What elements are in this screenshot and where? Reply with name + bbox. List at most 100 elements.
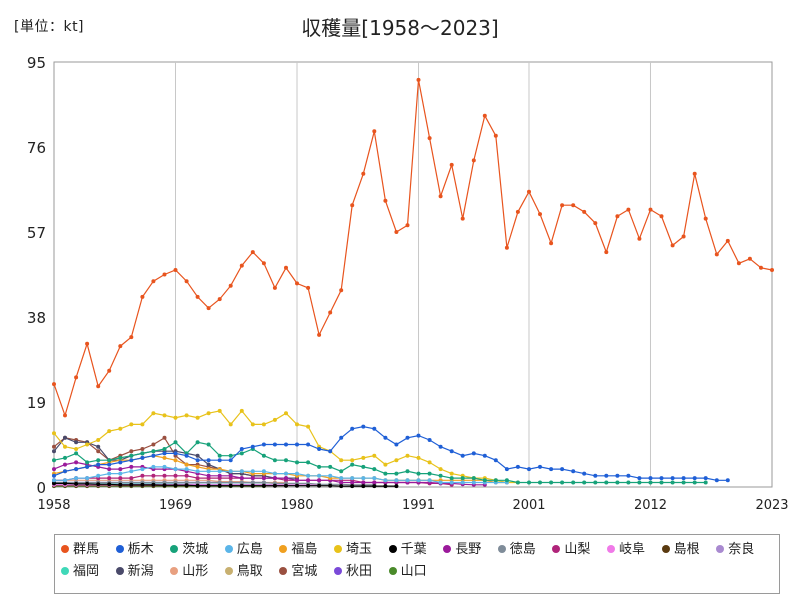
data-point-栃木 — [306, 442, 311, 447]
data-point-千葉 — [306, 483, 311, 488]
y-tick-label: 19 — [27, 394, 46, 412]
data-point-千葉 — [383, 484, 388, 489]
legend-label: 福岡 — [73, 564, 100, 579]
data-point-茨城 — [527, 480, 531, 485]
data-point-長野 — [228, 473, 233, 478]
data-point-広島 — [405, 478, 410, 483]
data-point-広島 — [438, 480, 443, 485]
legend-item-長野: 長野 — [443, 542, 481, 558]
data-point-千葉 — [217, 483, 222, 488]
legend-marker — [497, 545, 506, 553]
data-point-埼玉 — [295, 422, 299, 427]
legend-label: 茨城 — [182, 542, 209, 557]
data-point-茨城 — [195, 440, 200, 445]
legend-label: 島根 — [673, 542, 700, 557]
data-point-茨城 — [306, 460, 311, 465]
data-point-群馬 — [736, 261, 741, 266]
data-point-埼玉 — [250, 422, 255, 427]
data-point-栃木 — [372, 426, 377, 431]
legend-item-千葉: 千葉 — [388, 542, 427, 558]
data-point-埼玉 — [361, 455, 366, 460]
data-point-埼玉 — [427, 460, 432, 465]
data-point-茨城 — [703, 480, 708, 485]
data-point-群馬 — [372, 129, 377, 134]
data-point-茨城 — [239, 451, 244, 456]
data-point-埼玉 — [339, 458, 344, 463]
data-point-群馬 — [250, 250, 255, 255]
legend-item-栃木: 栃木 — [115, 542, 154, 558]
data-point-栃木 — [670, 476, 675, 481]
data-point-宮城 — [52, 444, 56, 449]
data-point-広島 — [140, 467, 145, 472]
data-point-栃木 — [692, 476, 697, 481]
legend-item-茨城: 茨城 — [170, 542, 208, 558]
data-point-群馬 — [63, 413, 67, 418]
legend-label: 山口 — [400, 564, 427, 579]
data-point-群馬 — [107, 368, 112, 373]
data-point-茨城 — [350, 462, 355, 467]
data-point-長野 — [129, 464, 134, 469]
data-point-宮城 — [96, 449, 101, 454]
legend-marker — [224, 545, 233, 553]
data-point-埼玉 — [184, 413, 189, 418]
data-point-茨城 — [52, 458, 56, 463]
data-point-千葉 — [173, 483, 178, 488]
data-point-群馬 — [493, 133, 498, 138]
data-point-群馬 — [582, 209, 587, 214]
data-point-長野 — [63, 462, 67, 467]
data-point-広島 — [261, 469, 266, 474]
data-point-広島 — [284, 471, 288, 476]
data-point-千葉 — [228, 483, 233, 488]
legend-marker — [607, 545, 615, 553]
legend-item-埼玉: 埼玉 — [334, 542, 372, 558]
data-point-茨城 — [140, 451, 145, 456]
legend-marker — [61, 545, 69, 553]
data-point-栃木 — [549, 467, 554, 472]
legend-marker — [170, 567, 179, 575]
data-point-長野 — [272, 476, 277, 481]
data-point-新潟 — [63, 435, 67, 440]
data-point-広島 — [228, 469, 233, 474]
data-point-広島 — [239, 469, 244, 474]
legend-marker — [170, 545, 179, 553]
data-point-群馬 — [560, 203, 565, 208]
data-point-栃木 — [140, 455, 145, 460]
data-point-広島 — [206, 469, 211, 474]
data-point-群馬 — [460, 216, 465, 221]
data-point-宮城 — [129, 449, 134, 454]
data-point-埼玉 — [350, 458, 355, 463]
data-point-埼玉 — [284, 411, 288, 416]
data-point-群馬 — [339, 288, 344, 293]
data-point-茨城 — [162, 447, 167, 451]
data-point-茨城 — [582, 480, 587, 485]
data-point-群馬 — [626, 207, 631, 212]
data-point-千葉 — [118, 482, 123, 487]
data-point-群馬 — [449, 162, 454, 167]
data-point-群馬 — [129, 335, 134, 340]
data-point-宮城 — [140, 447, 145, 451]
x-tick-label: 2001 — [512, 498, 545, 513]
data-point-千葉 — [184, 483, 189, 488]
data-point-群馬 — [295, 281, 299, 286]
data-point-栃木 — [637, 476, 642, 481]
data-point-栃木 — [261, 442, 266, 447]
y-tick-label: 95 — [27, 54, 46, 72]
legend-item-福島: 福島 — [279, 542, 317, 558]
data-point-栃木 — [681, 476, 686, 481]
data-point-埼玉 — [228, 422, 233, 427]
data-point-新潟 — [206, 462, 211, 467]
legend-marker — [115, 567, 124, 575]
data-point-千葉 — [295, 483, 299, 488]
data-point-千葉 — [284, 483, 288, 488]
data-point-千葉 — [85, 481, 90, 486]
legend-marker — [224, 567, 233, 575]
data-point-群馬 — [759, 265, 763, 270]
data-point-埼玉 — [306, 424, 311, 429]
data-point-群馬 — [151, 279, 156, 284]
data-point-埼玉 — [85, 442, 90, 447]
data-point-群馬 — [527, 189, 531, 194]
legend-marker — [115, 545, 124, 553]
legend-marker — [334, 545, 342, 553]
data-point-山梨 — [195, 476, 200, 481]
data-point-茨城 — [173, 440, 178, 445]
